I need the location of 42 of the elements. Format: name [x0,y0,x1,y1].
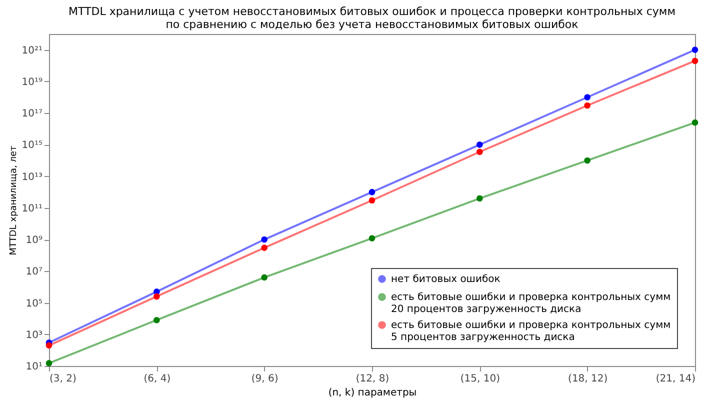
x-tick-label: (18, 12) [568,374,608,384]
legend-label: нет битовых ошибок [391,274,500,285]
y-tick-label: 10¹⁹ [22,76,42,88]
x-tick-label: (3, 2) [50,374,76,384]
x-tick-label: (12, 8) [356,374,390,384]
point [476,195,483,202]
point [692,46,698,53]
x-tick-label: (15, 10) [460,374,500,384]
point [154,316,160,324]
point [476,142,483,148]
x-tick-label: (21, 14) [656,374,696,384]
point [368,235,376,242]
point [584,157,590,164]
y-tick-label: 10⁹ [26,235,42,246]
chart-title: MTTDL хранилища с учетом невосстановимых битовых ошибок и процесса проверки контрольных сумм по сравнению с моделью без учета невосстановимых битовых ошибок [68,5,676,31]
x-axis-title: (n, k) параметры [328,388,417,398]
point [692,119,698,126]
point [368,188,376,196]
point [368,197,376,204]
legend-label: есть битовые ошибки и проверка контрольных сумм 20 процентов загруженность диска [391,292,671,315]
x-tick-label: (9, 6) [251,374,278,384]
y-tick-label: 10¹¹ [22,203,42,214]
point [584,94,590,100]
point [261,236,268,243]
point [261,244,268,251]
y-tick-label: 10²¹ [22,45,42,56]
y-tick-label: 10¹⁵ [22,140,42,152]
y-tick-label: 10¹ [26,362,42,372]
point [584,102,590,109]
point [692,58,698,64]
point [261,274,268,281]
y-tick-label: 10¹³ [22,172,42,183]
y-axis-title: MTTDL хранилища, лет [8,146,19,256]
y-tick-label: 10³ [26,330,42,341]
legend-label: есть битовые ошибки и проверка контрольных сумм 5 процентов загруженность диска [391,320,671,343]
y-tick-label: 10⁵ [26,298,42,310]
y-tick-label: 10¹⁷ [22,108,42,120]
point [154,293,160,300]
point [46,342,52,349]
x-tick-label: (6, 4) [144,374,171,384]
y-tick-label: 10⁷ [26,266,42,278]
point [476,148,483,156]
